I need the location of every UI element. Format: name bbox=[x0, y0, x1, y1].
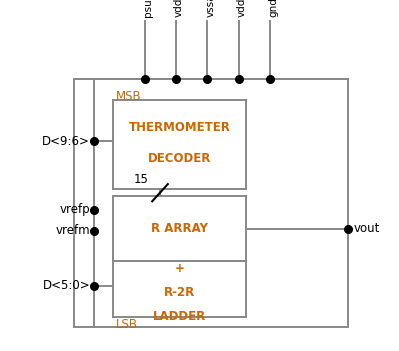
Text: R ARRAY: R ARRAY bbox=[152, 222, 208, 235]
Text: vdda: vdda bbox=[174, 0, 184, 17]
Text: THERMOMETER: THERMOMETER bbox=[129, 121, 231, 134]
Text: D<9:6>: D<9:6> bbox=[42, 134, 90, 148]
Bar bbox=[74, 79, 348, 327]
Text: vout: vout bbox=[354, 222, 380, 235]
Bar bbox=[113, 196, 247, 261]
Text: LSB: LSB bbox=[115, 318, 137, 331]
Text: psub: psub bbox=[143, 0, 153, 17]
Text: MSB: MSB bbox=[115, 90, 141, 103]
Text: vrefp: vrefp bbox=[59, 203, 90, 217]
Text: vssa: vssa bbox=[205, 0, 215, 17]
Text: DECODER: DECODER bbox=[148, 152, 211, 165]
Text: vddd: vddd bbox=[237, 0, 247, 17]
Text: LADDER: LADDER bbox=[153, 310, 207, 323]
Text: 15: 15 bbox=[133, 173, 148, 186]
Text: vrefm: vrefm bbox=[55, 224, 90, 237]
Text: gndd: gndd bbox=[268, 0, 278, 17]
Text: +: + bbox=[175, 262, 185, 275]
Bar bbox=[113, 100, 247, 189]
Text: R-2R: R-2R bbox=[164, 286, 196, 299]
Bar bbox=[113, 261, 247, 317]
Text: D<5:0>: D<5:0> bbox=[42, 279, 90, 292]
